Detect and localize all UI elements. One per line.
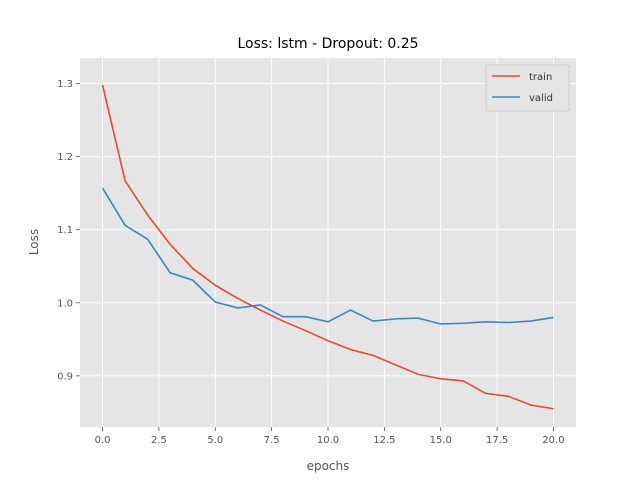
y-tick-label: 1.3	[57, 79, 73, 90]
chart-title: Loss: lstm - Dropout: 0.25	[237, 36, 418, 52]
x-axis-ticks: 0.0 2.5 5.0 7.5 10.0 12.5 15.0 17.5 20.0	[95, 427, 565, 446]
x-tick-label: 7.5	[264, 435, 280, 446]
series-line-train	[101, 84, 554, 410]
y-axis-label: Loss	[27, 229, 41, 255]
x-tick-label: 15.0	[430, 435, 452, 446]
series-line-valid	[101, 187, 554, 325]
legend-label-train: train	[529, 72, 552, 83]
grid	[80, 58, 576, 427]
legend-label-valid: valid	[529, 93, 553, 104]
legend-box	[485, 64, 570, 112]
x-tick-label: 12.5	[373, 435, 395, 446]
x-tick-label: 20.0	[542, 435, 564, 446]
x-axis-label: epochs	[307, 459, 350, 473]
legend: train valid	[485, 64, 570, 112]
y-tick-label: 1.0	[57, 298, 73, 309]
x-tick-label: 2.5	[151, 435, 167, 446]
series-lines	[101, 84, 554, 410]
x-tick-label: 10.0	[317, 435, 339, 446]
x-tick-label: 0.0	[95, 435, 111, 446]
x-tick-label: 5.0	[207, 435, 223, 446]
y-axis-ticks: 0.9 1.0 1.1 1.2 1.3	[57, 79, 80, 382]
y-tick-label: 1.2	[57, 152, 73, 163]
x-tick-label: 17.5	[486, 435, 508, 446]
y-tick-label: 1.1	[57, 225, 73, 236]
y-tick-label: 0.9	[57, 371, 73, 382]
